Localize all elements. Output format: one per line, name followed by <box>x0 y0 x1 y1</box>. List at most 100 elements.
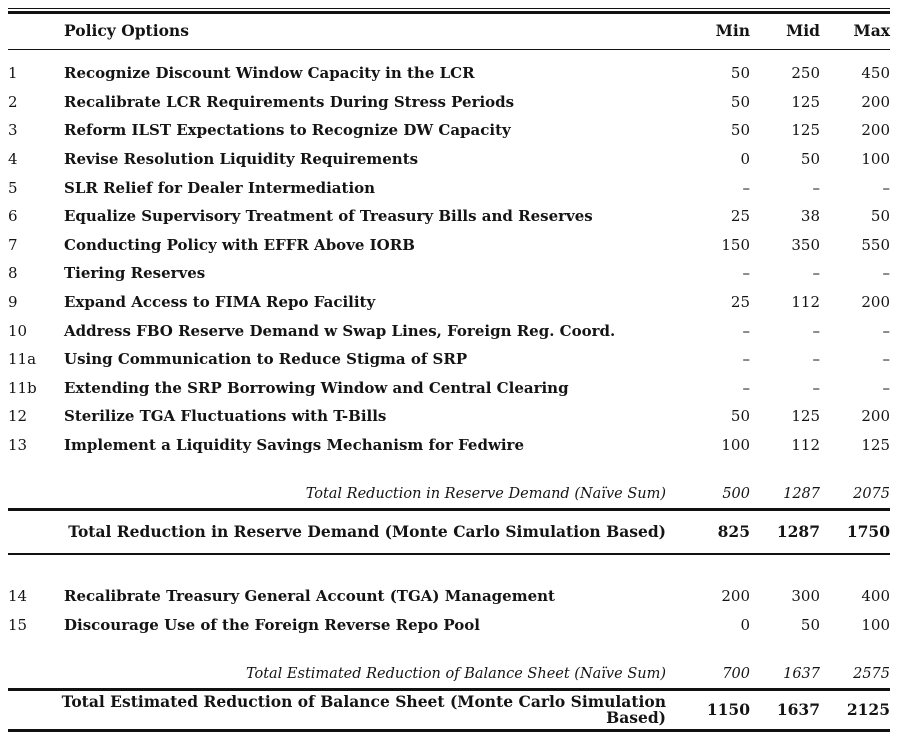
max-value: 100 <box>861 150 890 169</box>
min-value: – <box>742 350 751 369</box>
row-number: 3 <box>8 121 18 140</box>
balance-naive-total-label: Total Estimated Reduction of Balance She… <box>245 665 666 682</box>
min-value: 0 <box>740 150 750 169</box>
mid-value: – <box>812 178 821 197</box>
table-row: 11a Using Communication to Reduce Stigma… <box>8 345 890 374</box>
mid-value: 112 <box>791 436 820 455</box>
mid-value: 250 <box>791 64 820 83</box>
policy-label: Implement a Liquidity Savings Mechanism … <box>64 436 524 455</box>
max-value: 200 <box>861 92 890 111</box>
policy-label: Extending the SRP Borrowing Window and C… <box>64 378 569 397</box>
min-value: – <box>742 264 751 283</box>
max-value: 200 <box>861 407 890 426</box>
table-row: 3 Reform ILST Expectations to Recognize … <box>8 117 890 146</box>
table-row: 12 Sterilize TGA Fluctuations with T-Bil… <box>8 403 890 432</box>
reserve-naive-total-label: Total Reduction in Reserve Demand (Naïve… <box>305 485 666 502</box>
balance-monte-carlo-label: Total Estimated Reduction of Balance She… <box>61 692 666 727</box>
reserve-naive-min: 500 <box>722 485 750 502</box>
header-mid: Mid <box>786 21 820 41</box>
reserve-monte-carlo-min: 825 <box>717 522 750 542</box>
policy-label: Equalize Supervisory Treatment of Treasu… <box>64 207 593 226</box>
max-value: – <box>882 264 891 283</box>
balance-naive-min: 700 <box>722 665 750 682</box>
row-number: 7 <box>8 235 18 254</box>
min-value: 25 <box>730 207 750 226</box>
balance-total-spacer <box>8 640 890 660</box>
max-value: 100 <box>861 615 890 634</box>
max-value: 125 <box>861 436 890 455</box>
reserve-naive-mid: 1287 <box>783 485 820 502</box>
balance-monte-carlo-total-row: Total Estimated Reduction of Balance She… <box>8 691 890 729</box>
policy-label: Using Communication to Reduce Stigma of … <box>64 350 468 369</box>
min-value: 0 <box>740 615 750 634</box>
max-value: 200 <box>861 293 890 312</box>
balance-monte-carlo-mid: 1637 <box>776 699 820 719</box>
min-value: 50 <box>730 64 750 83</box>
balance-monte-carlo-max: 2125 <box>846 699 890 719</box>
header-min: Min <box>715 21 750 41</box>
reserve-naive-total-row: Total Reduction in Reserve Demand (Naïve… <box>8 480 890 509</box>
table-row: 14 Recalibrate Treasury General Account … <box>8 582 890 611</box>
row-number: 10 <box>8 321 28 340</box>
section-spacer <box>8 460 890 480</box>
mid-value: – <box>812 350 821 369</box>
mid-value: 125 <box>791 92 820 111</box>
max-value: – <box>882 178 891 197</box>
policy-label: Recalibrate Treasury General Account (TG… <box>64 587 555 606</box>
row-number: 9 <box>8 293 18 312</box>
mid-value: 38 <box>800 207 820 226</box>
min-value: – <box>742 321 751 340</box>
row-number: 8 <box>8 264 18 283</box>
table-row: 2 Recalibrate LCR Requirements During St… <box>8 88 890 117</box>
table-row: 8 Tiering Reserves – – – <box>8 260 890 289</box>
row-number: 2 <box>8 92 18 111</box>
table-row: 4 Revise Resolution Liquidity Requiremen… <box>8 145 890 174</box>
max-value: 400 <box>861 587 890 606</box>
mid-value: 50 <box>800 150 820 169</box>
reserve-total-rule-top <box>8 508 890 511</box>
row-number: 5 <box>8 178 18 197</box>
reserve-naive-max: 2075 <box>853 485 890 502</box>
min-value: – <box>742 178 751 197</box>
max-value: 450 <box>861 64 890 83</box>
policy-label: Address FBO Reserve Demand w Swap Lines,… <box>64 321 616 340</box>
balance-naive-total-row: Total Estimated Reduction of Balance She… <box>8 660 890 689</box>
policy-label: Recognize Discount Window Capacity in th… <box>64 64 475 83</box>
min-value: 25 <box>730 293 750 312</box>
max-value: – <box>882 350 891 369</box>
header-rule <box>8 48 890 50</box>
body-top-spacer <box>8 50 890 60</box>
row-number: 6 <box>8 207 18 226</box>
reserve-monte-carlo-label: Total Reduction in Reserve Demand (Monte… <box>68 522 666 542</box>
min-value: 50 <box>730 92 750 111</box>
balance-naive-max: 2575 <box>853 665 890 682</box>
min-value: 150 <box>721 235 750 254</box>
mid-value: – <box>812 378 821 397</box>
table-row: 11b Extending the SRP Borrowing Window a… <box>8 374 890 403</box>
max-value: 50 <box>870 207 890 226</box>
balance-naive-mid: 1637 <box>783 665 820 682</box>
top-rule-outer <box>8 8 890 9</box>
balance-monte-carlo-min: 1150 <box>706 699 750 719</box>
table-row: 15 Discourage Use of the Foreign Reverse… <box>8 611 890 640</box>
header-policy-options: Policy Options <box>64 21 189 41</box>
min-value: 50 <box>730 407 750 426</box>
mid-value: 125 <box>791 407 820 426</box>
policy-label: Discourage Use of the Foreign Reverse Re… <box>64 615 480 634</box>
policy-label: Recalibrate LCR Requirements During Stre… <box>64 92 515 111</box>
max-value: – <box>882 321 891 340</box>
table-row: 5 SLR Relief for Dealer Intermediation –… <box>8 174 890 203</box>
row-number: 12 <box>8 407 28 426</box>
table-row: 6 Equalize Supervisory Treatment of Trea… <box>8 202 890 231</box>
header-max: Max <box>853 21 890 41</box>
table-row: 10 Address FBO Reserve Demand w Swap Lin… <box>8 317 890 346</box>
reserve-monte-carlo-max: 1750 <box>846 522 890 542</box>
table-row: 1 Recognize Discount Window Capacity in … <box>8 60 890 89</box>
row-number: 13 <box>8 436 28 455</box>
policy-label: Expand Access to FIMA Repo Facility <box>64 293 376 312</box>
min-value: 100 <box>721 436 750 455</box>
bottom-rule <box>8 728 890 732</box>
max-value: 550 <box>861 235 890 254</box>
mid-value: 50 <box>800 615 820 634</box>
